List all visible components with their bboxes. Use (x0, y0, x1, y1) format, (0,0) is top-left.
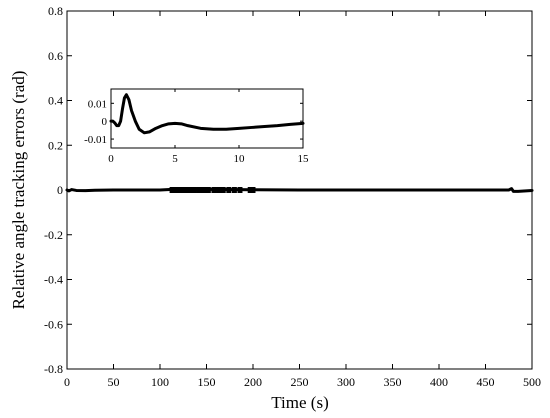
main-marker (187, 187, 193, 193)
main-x-tick-label: 500 (523, 375, 541, 389)
y-axis-label: Relative angle tracking errors (rad) (9, 71, 28, 310)
main-x-tick-label: 350 (384, 375, 402, 389)
main-x-tick-label: 450 (477, 375, 495, 389)
main-x-tick-label: 250 (291, 375, 309, 389)
main-y-tick-label: 0.8 (48, 4, 63, 18)
main-marker (205, 187, 211, 193)
main-marker (220, 187, 226, 193)
main-y-tick-label: 0.6 (48, 49, 63, 63)
main-y-tick-label: -0.2 (44, 228, 63, 242)
main-x-tick-label: 150 (198, 375, 216, 389)
main-marker (183, 187, 189, 193)
main-marker (169, 187, 175, 193)
main-marker (216, 187, 222, 193)
main-y-tick-label: -0.4 (44, 273, 63, 287)
main-y-tick-label: 0.2 (48, 138, 63, 152)
main-x-tick-label: 200 (244, 375, 262, 389)
main-marker (179, 187, 185, 193)
main-y-tick-label: 0.4 (48, 94, 63, 108)
main-marker (191, 187, 197, 193)
inset-x-tick-label: 0 (108, 153, 114, 165)
inset-y-tick-label: 0 (102, 116, 108, 128)
main-x-tick-label: 300 (337, 375, 355, 389)
main-y-tick-label: -0.8 (44, 362, 63, 376)
main-marker (226, 187, 232, 193)
x-axis-label: Time (s) (271, 393, 328, 412)
main-marker (237, 187, 243, 193)
inset-chart: 0 5 10 150.010-0.01 (84, 88, 310, 165)
inset-y-tick-label: 0.01 (88, 98, 107, 110)
inset-y-tick-label: -0.01 (84, 134, 107, 146)
main-chart: 0 50 100 150 200 250 300 350 400 450 500-0.8-0.6-0… (44, 4, 541, 389)
main-marker (172, 187, 178, 193)
main-x-tick-label: 100 (151, 375, 169, 389)
main-y-tick-label: 0 (57, 183, 63, 197)
main-marker (196, 187, 202, 193)
main-marker (201, 187, 207, 193)
main-marker (231, 187, 237, 193)
inset-x-tick-label: 15 (298, 153, 310, 165)
main-marker (211, 187, 217, 193)
inset-x-tick-label: 10 (234, 153, 246, 165)
main-marker (176, 187, 182, 193)
main-x-tick-label: 400 (430, 375, 448, 389)
main-series-line-0 (65, 187, 534, 193)
main-x-tick-label: 50 (108, 375, 120, 389)
inset-x-tick-label: 5 (172, 153, 178, 165)
main-marker (247, 187, 253, 193)
main-x-tick-label: 0 (64, 375, 70, 389)
inset-plot-area (110, 88, 304, 149)
inset-series-line-0 (109, 93, 305, 135)
main-marker (250, 187, 256, 193)
main-y-tick-label: -0.6 (44, 317, 63, 331)
